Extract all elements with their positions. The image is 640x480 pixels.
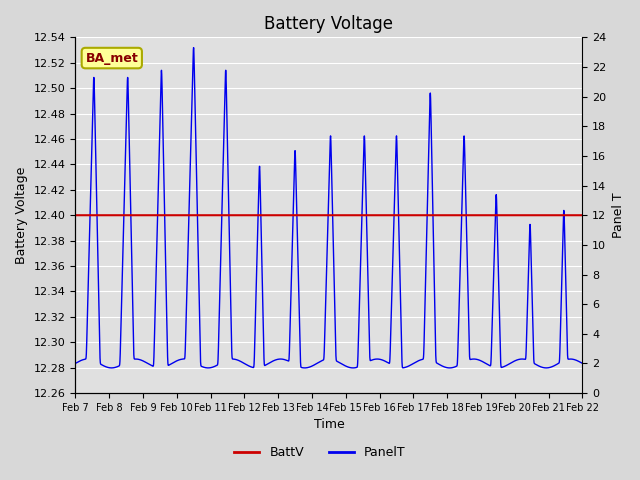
Y-axis label: Panel T: Panel T bbox=[612, 192, 625, 238]
X-axis label: Time: Time bbox=[314, 419, 344, 432]
Legend: BattV, PanelT: BattV, PanelT bbox=[229, 441, 411, 464]
Y-axis label: Battery Voltage: Battery Voltage bbox=[15, 167, 28, 264]
Title: Battery Voltage: Battery Voltage bbox=[264, 15, 394, 33]
Text: BA_met: BA_met bbox=[85, 51, 138, 65]
